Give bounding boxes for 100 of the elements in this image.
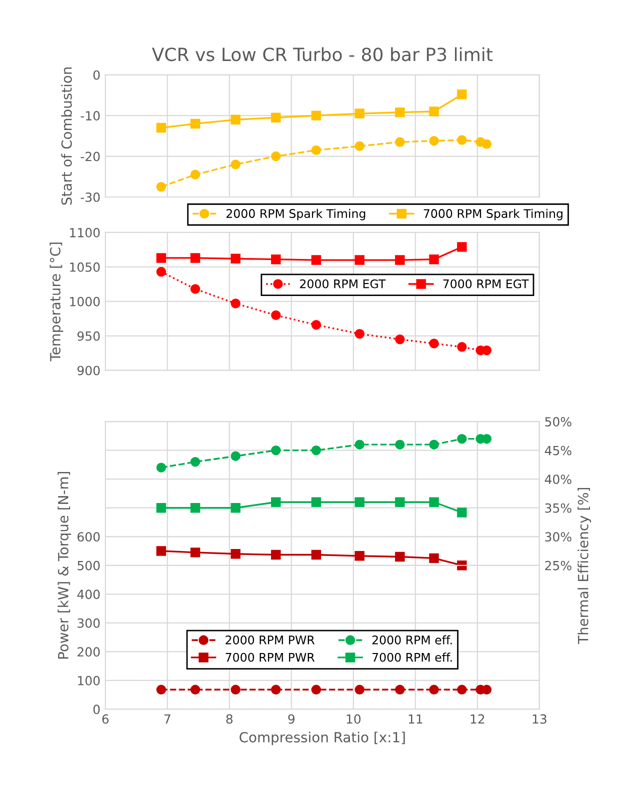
x-tick-label: 13 bbox=[532, 714, 546, 724]
point bbox=[271, 310, 281, 320]
point bbox=[395, 497, 405, 507]
point bbox=[354, 440, 364, 450]
point bbox=[230, 114, 240, 125]
point bbox=[311, 255, 322, 265]
legend-label: 7000 RPM Spark Timing bbox=[424, 208, 562, 220]
point bbox=[156, 253, 166, 263]
y2-tick-label: 40% bbox=[544, 474, 572, 484]
point bbox=[271, 550, 281, 560]
point bbox=[354, 255, 364, 265]
point bbox=[190, 284, 200, 294]
point bbox=[395, 107, 405, 118]
y2-tick-label: 30% bbox=[545, 532, 572, 542]
point bbox=[190, 548, 200, 558]
point bbox=[230, 254, 240, 264]
y-tick-label: 0 bbox=[93, 70, 100, 80]
legend-label: 7000 RPM eff. bbox=[372, 652, 452, 662]
y-tick-label: 1050 bbox=[70, 262, 100, 272]
point bbox=[395, 440, 405, 450]
legend-label: 2000 RPM eff. bbox=[372, 635, 452, 644]
x-tick-label: 12 bbox=[470, 714, 484, 724]
y-tick-label: 0 bbox=[93, 704, 100, 714]
y-tick-label: -20 bbox=[80, 152, 100, 162]
point bbox=[230, 160, 240, 170]
point bbox=[457, 90, 467, 100]
point bbox=[311, 550, 322, 560]
point bbox=[429, 684, 439, 695]
point bbox=[156, 122, 166, 133]
point bbox=[156, 266, 166, 277]
point bbox=[311, 445, 322, 456]
point bbox=[457, 342, 467, 352]
point bbox=[354, 141, 364, 151]
point bbox=[156, 182, 166, 192]
point bbox=[156, 684, 166, 695]
point bbox=[271, 684, 281, 695]
y-tick-label: 100 bbox=[78, 676, 100, 686]
point bbox=[457, 684, 467, 695]
point bbox=[457, 560, 467, 570]
point bbox=[395, 684, 405, 695]
point bbox=[156, 546, 166, 556]
point bbox=[230, 298, 240, 308]
point bbox=[230, 549, 240, 559]
point bbox=[429, 254, 439, 264]
y-axis-title: Power [kW] & Torque [N-m] bbox=[58, 472, 72, 659]
point bbox=[271, 254, 281, 264]
y2-axis-title: Thermal Efficiency [%] bbox=[578, 488, 592, 644]
point bbox=[354, 551, 364, 561]
x-tick-label: 8 bbox=[226, 714, 233, 724]
point bbox=[230, 684, 240, 695]
point bbox=[429, 497, 439, 507]
x-tick-label: 11 bbox=[408, 714, 422, 724]
y-tick-label: 1100 bbox=[70, 228, 100, 238]
point bbox=[230, 503, 240, 513]
point bbox=[429, 106, 439, 116]
point bbox=[311, 145, 322, 156]
point bbox=[230, 451, 240, 461]
point bbox=[457, 135, 467, 145]
point bbox=[429, 553, 439, 564]
y-tick-label: 400 bbox=[77, 590, 100, 600]
x-axis-title: Compression Ratio [x:1] bbox=[240, 732, 405, 746]
y-tick-label: 300 bbox=[78, 618, 100, 628]
point bbox=[190, 253, 200, 263]
point bbox=[354, 108, 364, 118]
point bbox=[395, 255, 405, 265]
point bbox=[354, 497, 364, 507]
legend-label: 2000 RPM PWR bbox=[226, 636, 315, 644]
y-tick-label: -10 bbox=[80, 111, 100, 120]
point bbox=[311, 320, 322, 330]
y2-tick-label: 35% bbox=[545, 503, 572, 513]
y-tick-label: -30 bbox=[80, 192, 100, 202]
y-tick-label: 1000 bbox=[70, 296, 100, 306]
point bbox=[429, 440, 439, 450]
point bbox=[395, 552, 405, 562]
x-tick-label: 9 bbox=[288, 714, 294, 724]
point bbox=[354, 328, 364, 339]
point bbox=[429, 136, 439, 146]
point bbox=[429, 338, 439, 348]
x-tick-label: 10 bbox=[346, 714, 361, 724]
point bbox=[190, 684, 200, 695]
x-tick-label: 7 bbox=[164, 714, 170, 724]
chart-title: VCR vs Low CR Turbo - 80 bar P3 limit bbox=[152, 47, 493, 62]
y2-tick-label: 45% bbox=[544, 446, 572, 456]
point bbox=[156, 503, 166, 513]
y-tick-label: 500 bbox=[78, 560, 100, 570]
point bbox=[457, 242, 467, 252]
y2-tick-label: 50% bbox=[545, 417, 572, 427]
point bbox=[156, 462, 166, 472]
y-axis-title: Temperature [°C] bbox=[50, 242, 64, 362]
point bbox=[457, 434, 467, 444]
point bbox=[271, 112, 281, 122]
legend-label: 2000 RPM Spark Timing bbox=[226, 208, 366, 220]
point bbox=[395, 137, 405, 147]
y-tick-label: 200 bbox=[78, 647, 100, 657]
point bbox=[311, 110, 322, 120]
point bbox=[354, 684, 364, 695]
point bbox=[271, 445, 281, 456]
y-tick-label: 600 bbox=[78, 532, 100, 542]
y-tick-label: 900 bbox=[77, 366, 100, 376]
point bbox=[395, 334, 405, 344]
